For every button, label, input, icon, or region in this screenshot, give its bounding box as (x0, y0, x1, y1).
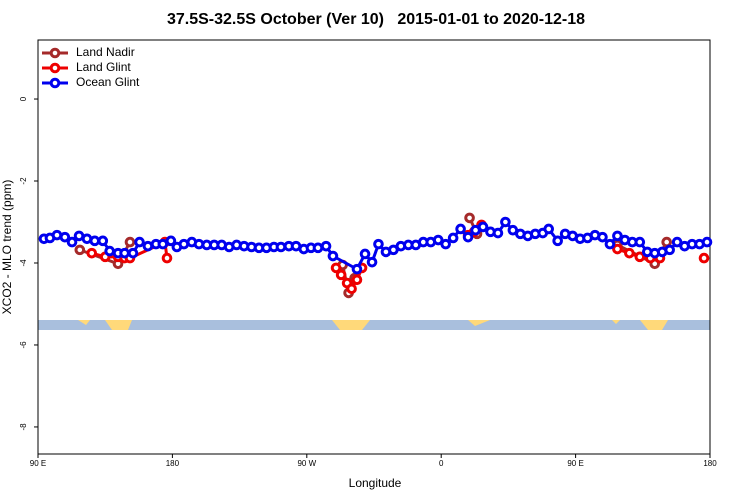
point (462, 231, 474, 243)
legend-marker (49, 47, 61, 59)
point (142, 240, 154, 252)
point (74, 244, 86, 256)
map-strip (38, 320, 710, 330)
point (320, 240, 332, 252)
point (346, 283, 357, 295)
point (104, 245, 115, 257)
legend-marker (49, 62, 61, 74)
y-tick-label: -8 (19, 423, 28, 431)
legend-label: Land Nadir (76, 45, 135, 59)
point (492, 227, 504, 239)
point (624, 247, 635, 259)
y-tick-label: -4 (19, 259, 28, 267)
point (134, 236, 145, 248)
x-axis-label: Longitude (349, 476, 402, 490)
x-tick-label: 0 (439, 459, 444, 468)
point (157, 238, 169, 250)
point (59, 231, 71, 243)
point (455, 223, 466, 235)
point (312, 242, 324, 254)
point (464, 212, 475, 224)
point (335, 269, 347, 281)
point (543, 223, 555, 235)
point (634, 251, 646, 263)
point (440, 238, 451, 250)
y-tick-label: -6 (19, 341, 28, 349)
point (552, 235, 563, 247)
point (612, 243, 623, 255)
x-tick-label: 90 E (567, 459, 583, 468)
point (612, 230, 623, 242)
point (698, 252, 710, 264)
point (330, 262, 342, 274)
point (275, 241, 287, 253)
point (165, 235, 177, 247)
point (366, 256, 378, 268)
legend-label: Ocean Glint (76, 75, 140, 89)
point (97, 235, 109, 247)
point (359, 248, 371, 260)
plot-frame (37, 39, 711, 455)
point (664, 244, 675, 256)
y-tick-label: -2 (19, 177, 28, 185)
x-tick-label: 180 (166, 459, 180, 468)
x-tick-label: 180 (703, 459, 717, 468)
point (351, 274, 363, 286)
point (447, 232, 459, 244)
point (597, 231, 608, 243)
point (127, 247, 139, 259)
point (124, 236, 136, 248)
y-axis-label: XCO2 - MLO trend (ppm) (0, 180, 14, 315)
point (119, 247, 130, 259)
point (161, 252, 173, 264)
series-line (92, 225, 704, 289)
point (701, 236, 713, 248)
point (373, 238, 384, 250)
legend-marker (49, 77, 61, 89)
point (500, 216, 511, 228)
point (327, 250, 339, 262)
x-tick-label: 90 W (297, 459, 316, 468)
point (604, 238, 616, 250)
x-tick-label: 90 E (30, 459, 46, 468)
point (86, 247, 98, 259)
point (432, 234, 444, 246)
point (66, 236, 78, 248)
point (671, 236, 683, 248)
y-tick-label: 0 (19, 96, 28, 101)
point (351, 263, 363, 275)
chart-title: 37.5S-32.5S October (Ver 10) 2015-01-01 … (167, 11, 585, 28)
legend-label: Land Glint (76, 60, 131, 74)
point (477, 221, 489, 233)
point (89, 235, 101, 247)
point (634, 236, 646, 248)
